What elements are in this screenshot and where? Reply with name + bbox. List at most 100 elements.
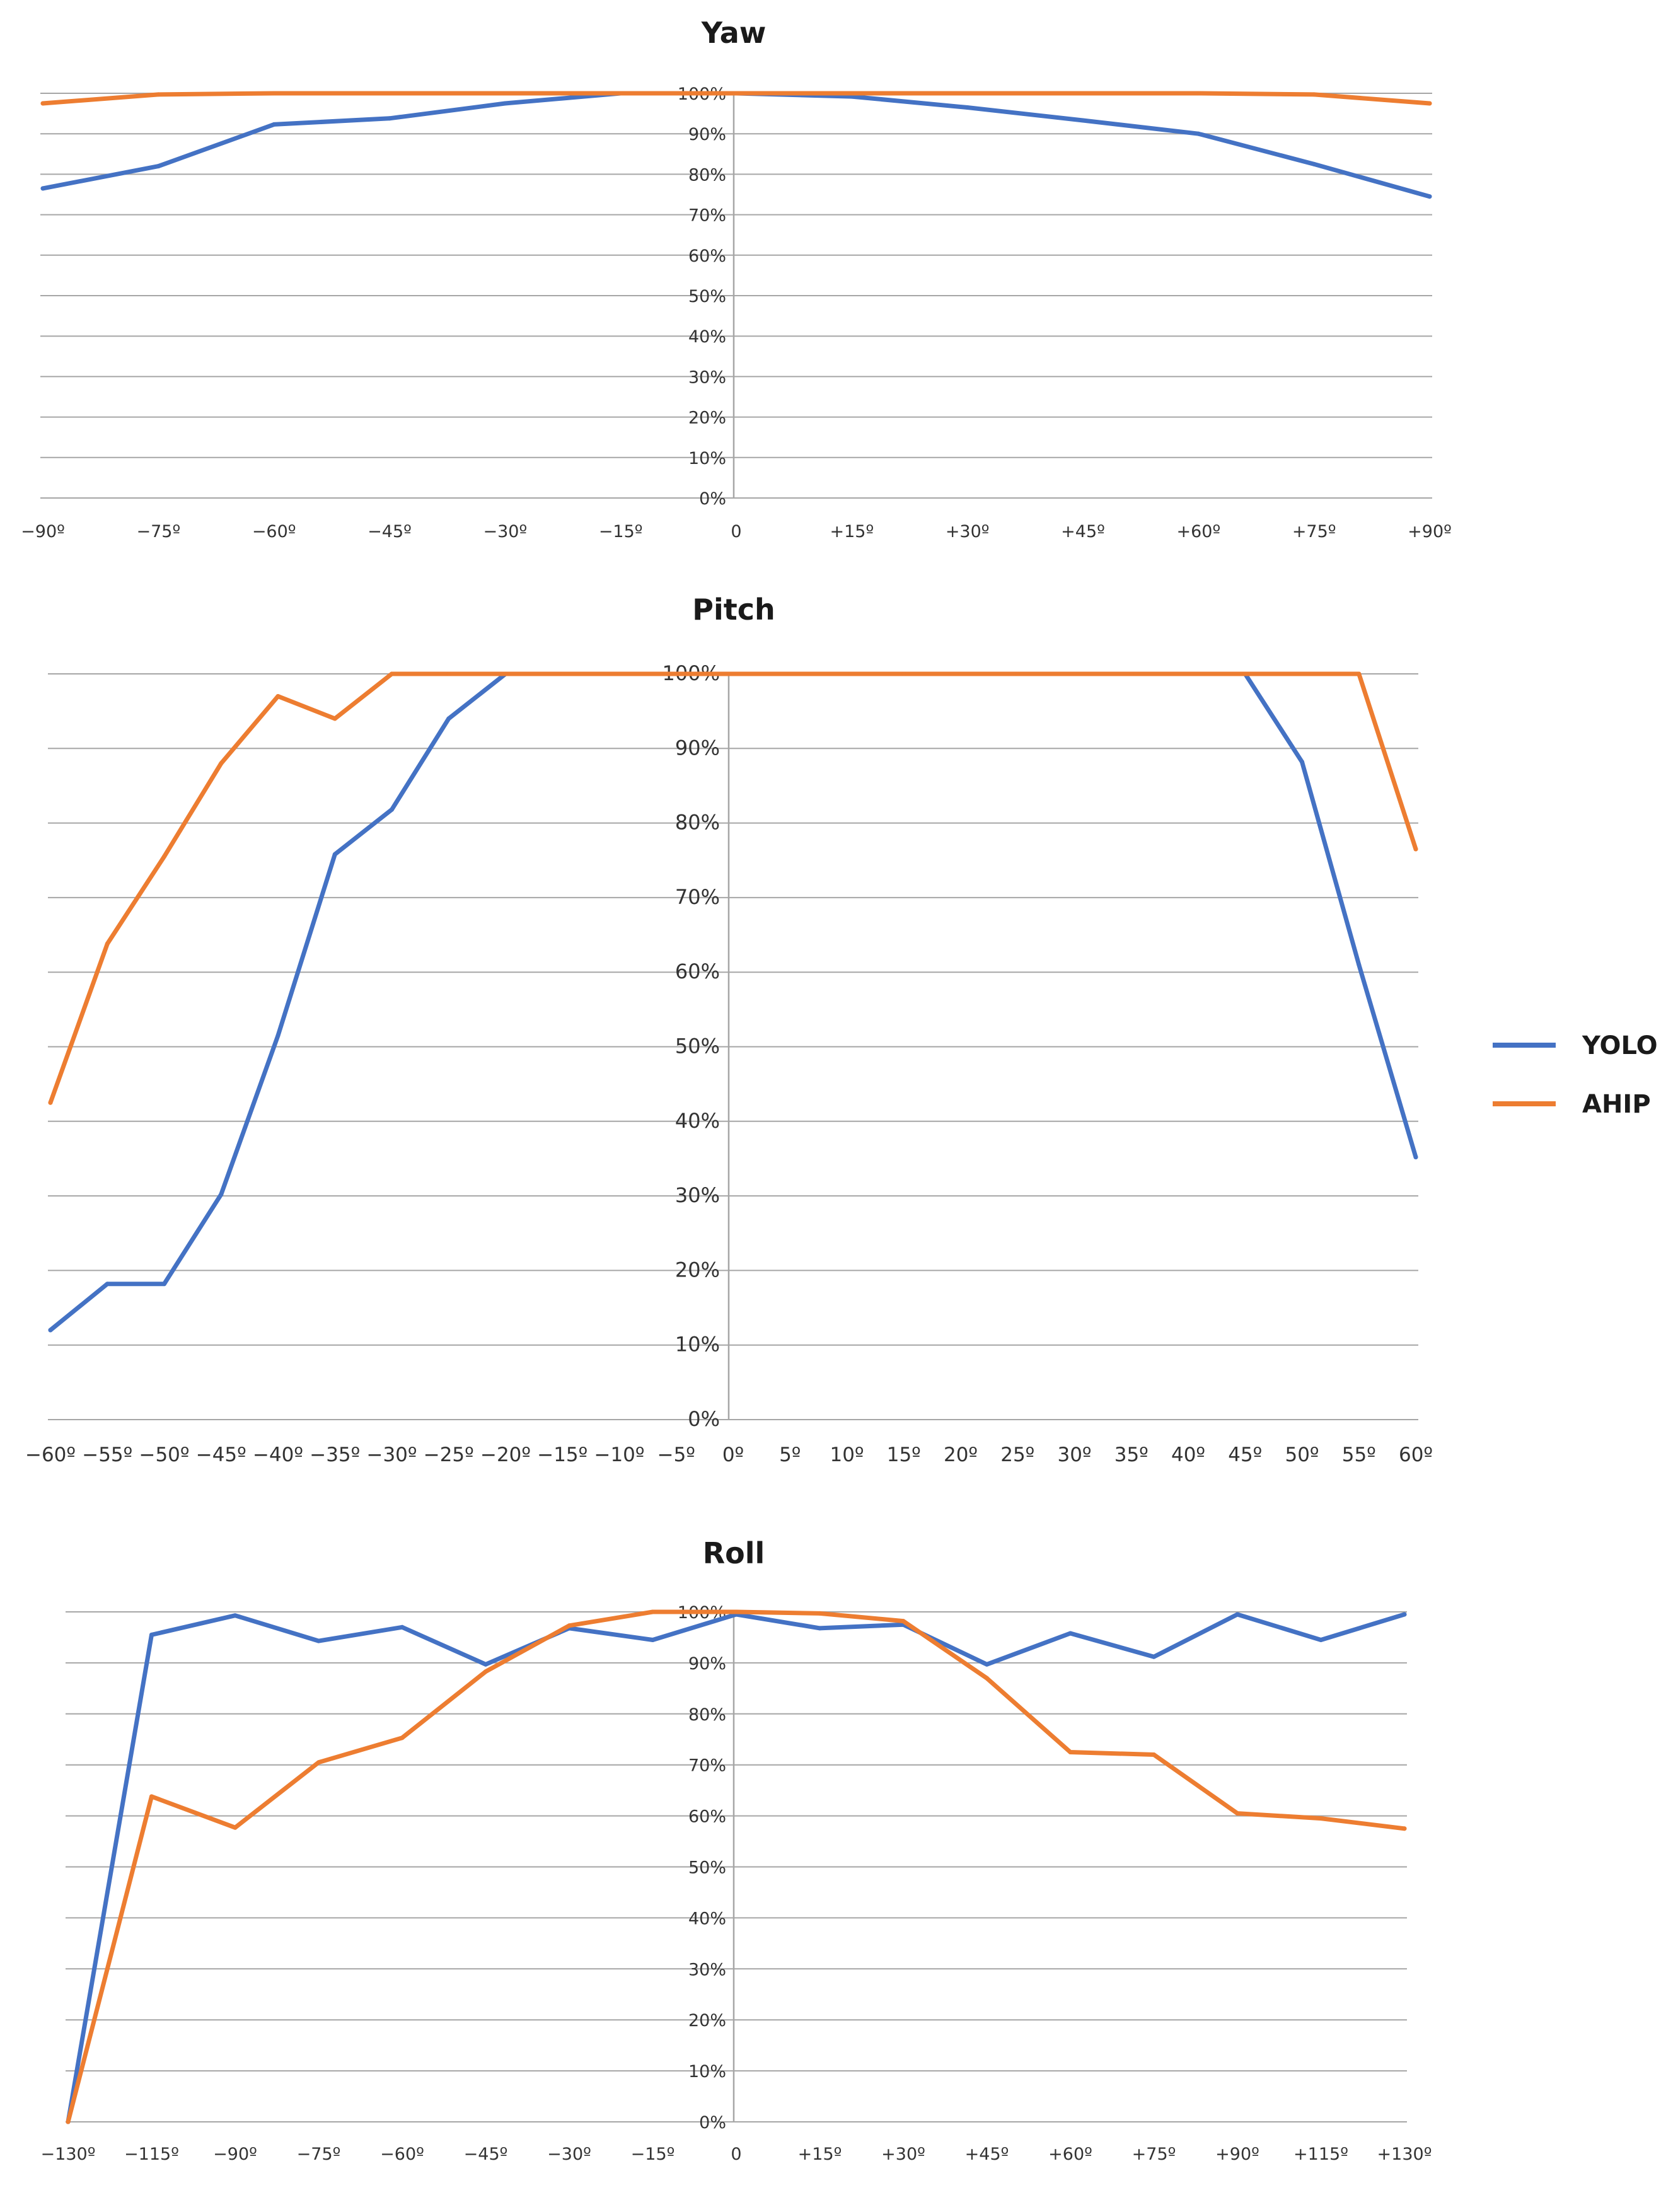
- pitch-point-yolo-23: [1357, 962, 1362, 967]
- pitch-y-tick-80: 80%: [675, 811, 720, 835]
- yaw-y-tick-10: 10%: [688, 449, 726, 468]
- roll-y-tick-70: 70%: [688, 1756, 726, 1776]
- roll-point-yolo-4: [400, 1624, 405, 1630]
- yaw-chart-title: Yaw: [701, 16, 767, 50]
- pitch-point-ahip-14: [845, 671, 849, 676]
- pitch-x-tick-0: 0º: [722, 1444, 744, 1466]
- yaw-x-tick-45: −45º: [367, 522, 412, 541]
- roll-point-yolo-13: [1152, 1654, 1156, 1659]
- pitch-point-ahip-10: [617, 671, 622, 676]
- roll-y-tick-40: 40%: [688, 1909, 726, 1928]
- pitch-point-ahip-23: [1357, 671, 1362, 676]
- pitch-x-tick-35: 35º: [1114, 1444, 1149, 1466]
- yaw-x-tick-30: −30º: [483, 522, 527, 541]
- pitch-point-yolo-7: [446, 716, 451, 721]
- roll-point-ahip-16: [1402, 1826, 1407, 1831]
- yaw-point-ahip-5: [618, 91, 623, 96]
- yaw-point-ahip-10: [1196, 91, 1201, 96]
- roll-point-ahip-10: [901, 1619, 906, 1624]
- yaw-x-tick-90: +90º: [1408, 522, 1452, 541]
- pitch-x-tick-15: 15º: [887, 1444, 921, 1466]
- pitch-point-yolo-5: [332, 852, 337, 857]
- roll-x-tick-60: +60º: [1048, 2145, 1092, 2164]
- yaw-y-tick-40: 40%: [688, 327, 726, 347]
- yaw-point-yolo-10: [1196, 131, 1201, 136]
- pitch-x-tick-5: −5º: [657, 1444, 695, 1466]
- roll-x-tick-0: 0: [731, 2145, 741, 2164]
- pitch-x-tick-20: 20º: [944, 1444, 978, 1466]
- pitch-y-tick-10: 10%: [675, 1333, 720, 1357]
- roll-point-ahip-0: [66, 2119, 71, 2124]
- yaw-x-tick-90: −90º: [21, 522, 65, 541]
- pitch-point-yolo-22: [1300, 760, 1304, 765]
- pitch-x-tick-30: 30º: [1057, 1444, 1091, 1466]
- roll-point-ahip-9: [818, 1611, 822, 1616]
- pitch-point-ahip-3: [219, 761, 224, 766]
- roll-y-tick-60: 60%: [688, 1807, 726, 1827]
- pitch-y-tick-50: 50%: [675, 1034, 720, 1058]
- roll-x-tick-15: +15º: [798, 2145, 842, 2164]
- legend: YOLO AHIP: [1493, 1031, 1658, 1119]
- roll-point-ahip-11: [985, 1676, 989, 1681]
- roll-point-yolo-12: [1068, 1631, 1073, 1636]
- pitch-y-tick-30: 30%: [675, 1183, 720, 1207]
- yaw-point-ahip-1: [156, 92, 161, 97]
- pitch-point-ahip-9: [560, 671, 565, 676]
- yaw-point-ahip-6: [734, 91, 739, 96]
- pitch-point-ahip-15: [901, 671, 906, 676]
- roll-y-tick-0: 0%: [699, 2113, 726, 2133]
- pitch-point-ahip-6: [390, 671, 394, 676]
- pitch-x-tick-45: 45º: [1228, 1444, 1262, 1466]
- pitch-point-ahip-8: [503, 671, 508, 676]
- pitch-x-tick-50: −50º: [139, 1444, 189, 1466]
- yaw-y-tick-60: 60%: [688, 246, 726, 266]
- yaw-point-ahip-8: [965, 91, 970, 96]
- roll-x-tick-75: +75º: [1132, 2145, 1176, 2164]
- roll-y-tick-90: 90%: [688, 1654, 726, 1674]
- pitch-point-ahip-5: [332, 716, 337, 721]
- pitch-point-ahip-2: [162, 854, 166, 859]
- pitch-point-ahip-13: [787, 671, 792, 676]
- yaw-point-yolo-11: [1312, 161, 1317, 166]
- pitch-point-ahip-4: [275, 694, 281, 698]
- yaw-x-tick-60: −60º: [252, 522, 296, 541]
- roll-point-yolo-14: [1235, 1612, 1240, 1617]
- roll-point-yolo-16: [1402, 1612, 1407, 1617]
- pitch-series-line-ahip: [48, 671, 1418, 1105]
- pitch-point-yolo-3: [219, 1192, 224, 1197]
- roll-x-tick-30: +30º: [881, 2145, 925, 2164]
- pitch-point-ahip-17: [1015, 671, 1020, 676]
- roll-point-ahip-8: [734, 1609, 739, 1614]
- roll-point-yolo-7: [651, 1638, 655, 1642]
- yaw-point-yolo-3: [387, 116, 392, 121]
- pitch-point-yolo-0: [48, 1328, 53, 1333]
- pitch-y-tick-70: 70%: [675, 885, 720, 909]
- yaw-x-tick-45: +45º: [1061, 522, 1105, 541]
- roll-point-yolo-11: [985, 1662, 989, 1667]
- yaw-x-tick-60: +60º: [1176, 522, 1220, 541]
- yaw-point-yolo-8: [965, 105, 970, 110]
- yaw-point-ahip-2: [272, 91, 277, 96]
- yaw-point-yolo-4: [502, 101, 507, 106]
- pitch-point-ahip-7: [446, 671, 451, 676]
- roll-x-tick-45: +45º: [965, 2145, 1009, 2164]
- roll-point-yolo-15: [1319, 1638, 1323, 1642]
- yaw-y-tick-50: 50%: [688, 287, 726, 306]
- pitch-x-tick-25: −25º: [424, 1444, 474, 1466]
- pitch-y-tick-20: 20%: [675, 1258, 720, 1282]
- yaw-x-tick-75: −75º: [136, 522, 180, 541]
- roll-y-tick-50: 50%: [688, 1858, 726, 1878]
- yaw-x-tick-15: −15º: [599, 522, 643, 541]
- yaw-x-tick-75: +75º: [1292, 522, 1336, 541]
- pitch-x-tick-45: −45º: [196, 1444, 246, 1466]
- pitch-point-yolo-1: [105, 1282, 110, 1287]
- yaw-series-line-yolo: [40, 91, 1432, 199]
- yaw-point-yolo-2: [272, 122, 277, 127]
- roll-y-tick-30: 30%: [688, 1960, 726, 1979]
- pitch-point-yolo-24: [1413, 1155, 1418, 1160]
- yaw-point-ahip-0: [40, 101, 45, 106]
- legend-label-ahip: AHIP: [1582, 1090, 1651, 1119]
- pitch-point-yolo-6: [390, 807, 394, 812]
- pitch-point-ahip-12: [731, 671, 736, 676]
